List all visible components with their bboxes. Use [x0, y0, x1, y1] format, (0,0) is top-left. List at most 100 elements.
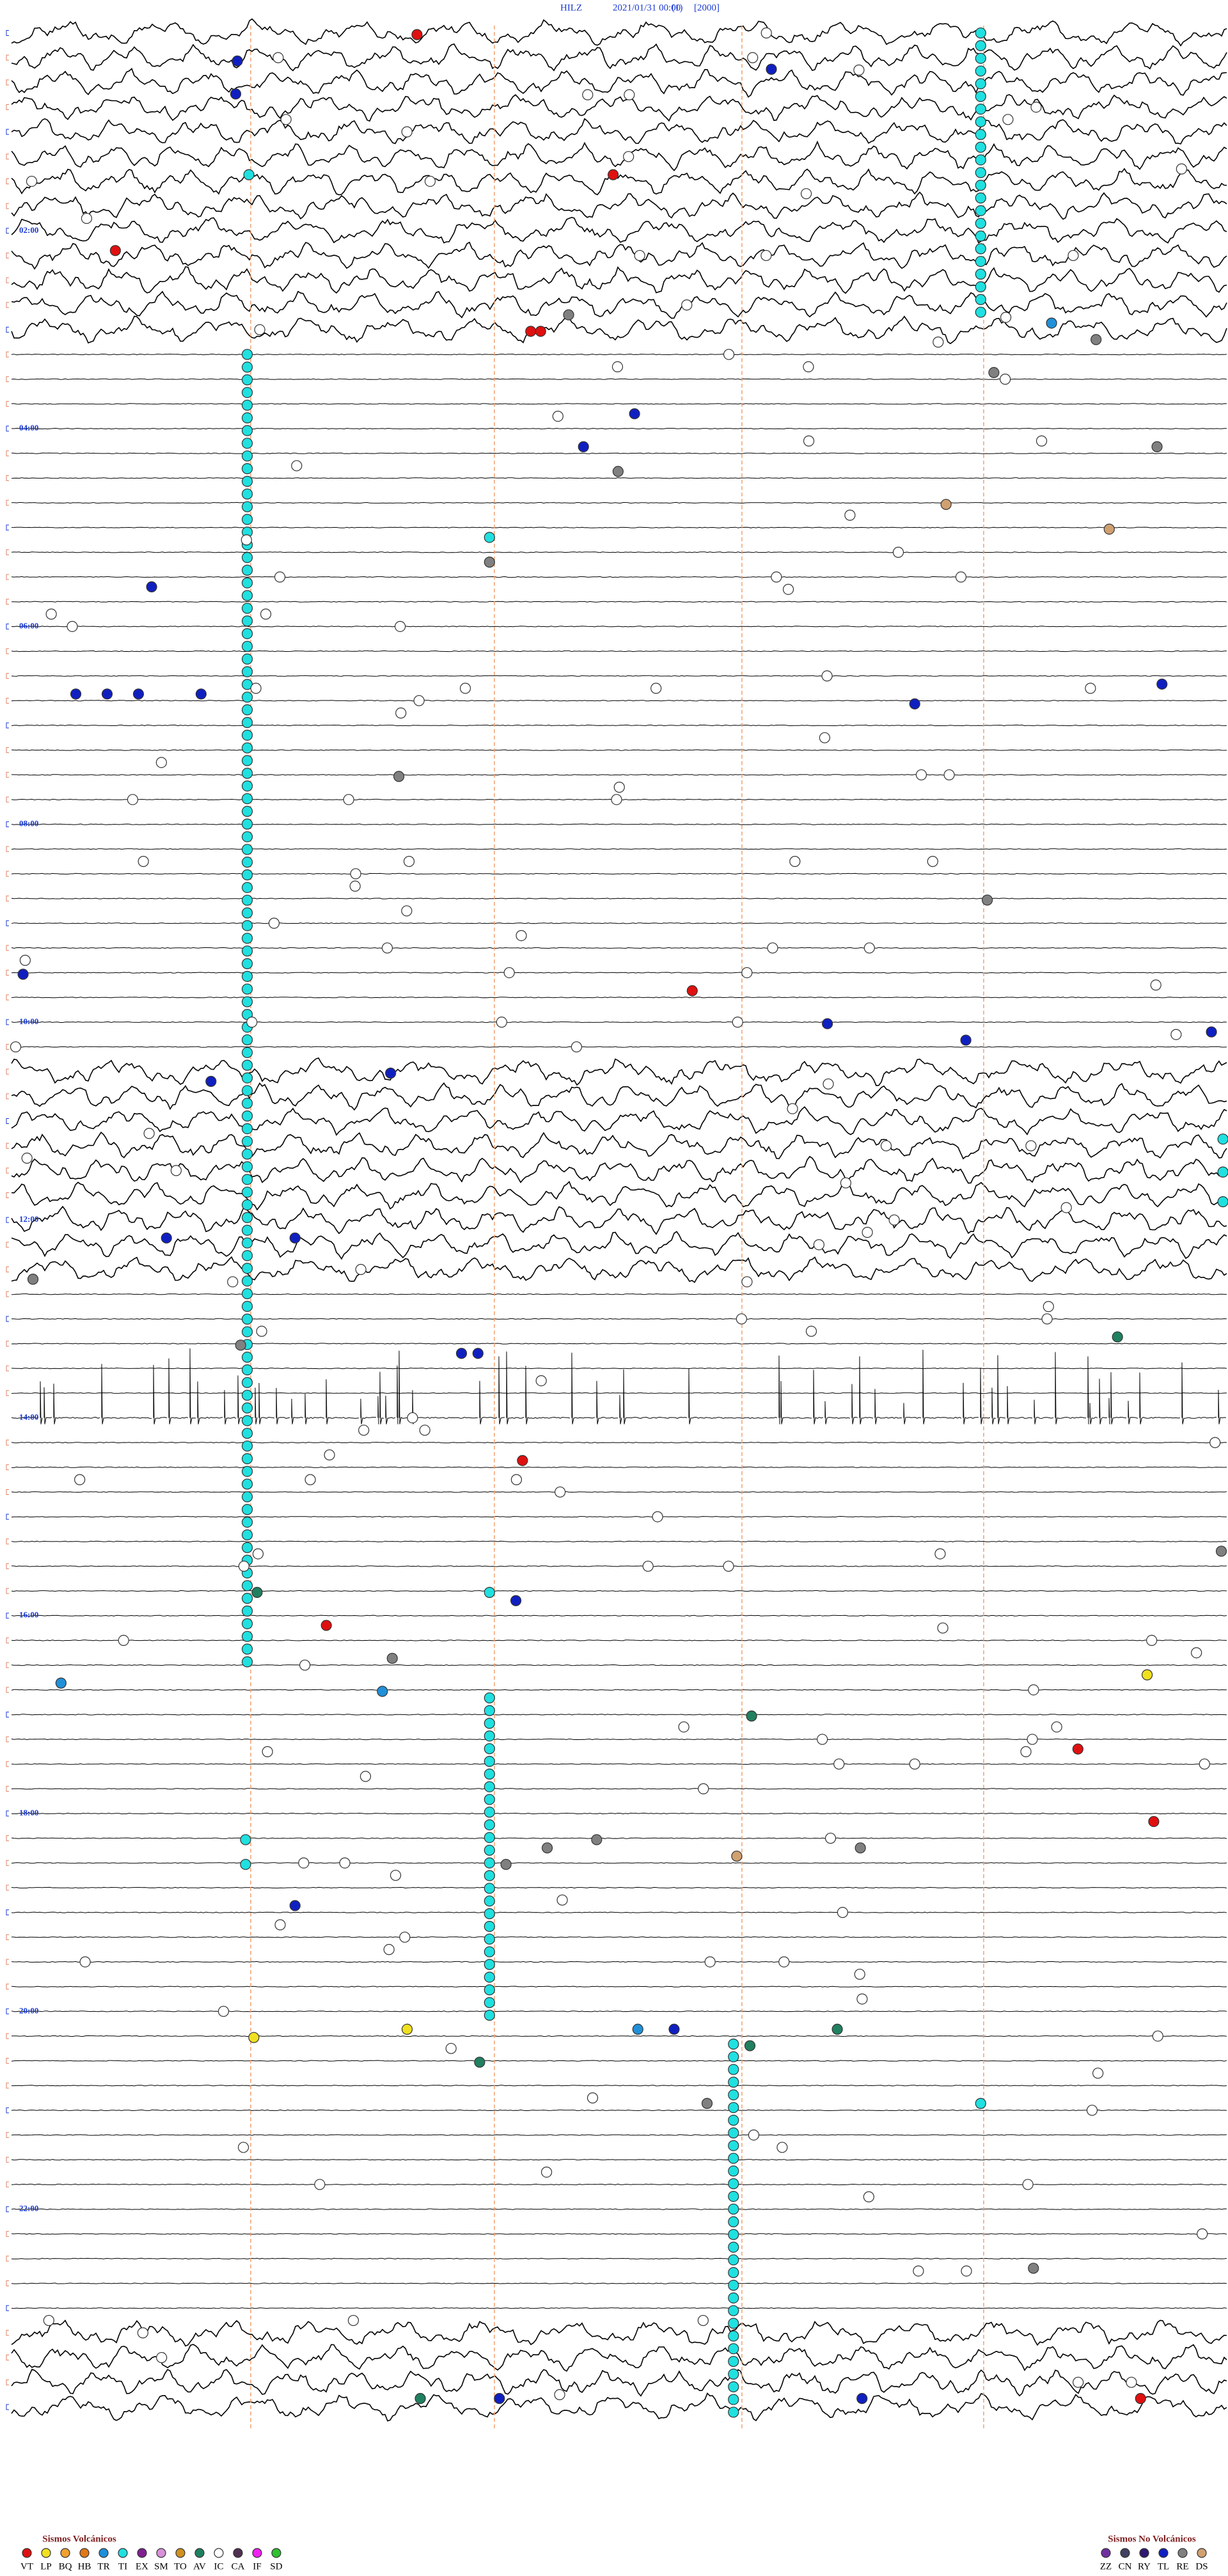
event-ic	[1152, 2030, 1163, 2042]
event-ti	[484, 1781, 495, 1792]
event-ic	[613, 782, 625, 793]
event-ic	[240, 534, 252, 546]
tick-bracket	[6, 1959, 9, 1965]
legend-code: EX	[136, 2561, 148, 2572]
event-ic	[1060, 1202, 1072, 1213]
event-ti	[240, 1858, 251, 1870]
tick-bracket	[6, 129, 9, 135]
event-ic	[748, 2130, 760, 2141]
trace	[12, 1714, 1227, 1716]
trace	[11, 1057, 1227, 1086]
event-ti	[484, 1831, 495, 1844]
event-ti	[241, 805, 253, 817]
event-ti	[728, 2406, 739, 2418]
legend-swatch	[22, 2548, 32, 2558]
event-ti	[1217, 1196, 1228, 1208]
trace	[11, 1205, 1227, 1235]
event-ti	[241, 1466, 253, 1477]
legend-code: VT	[20, 2561, 33, 2572]
event-ti	[241, 691, 253, 703]
event-tl	[146, 581, 157, 593]
event-ti	[241, 463, 253, 475]
event-ic	[892, 546, 904, 558]
hour-label: 08:00	[19, 819, 38, 828]
event-ti	[484, 1755, 495, 1767]
event-ti	[241, 933, 253, 944]
event-ti	[728, 2089, 739, 2101]
event-ic	[268, 917, 280, 929]
event-ti	[728, 2165, 739, 2177]
event-ti	[728, 2203, 739, 2215]
tick-bracket	[6, 871, 9, 877]
event-ti	[241, 983, 253, 995]
tick-bracket	[6, 1267, 9, 1272]
event-av	[746, 1711, 757, 1722]
event-ic	[143, 1128, 155, 1139]
event-ti	[241, 1377, 253, 1388]
event-ic	[760, 27, 772, 39]
trace	[11, 526, 1227, 528]
legend-code: RE	[1176, 2561, 1188, 2572]
legend-swatch	[1197, 2548, 1207, 2558]
event-ti	[728, 2140, 739, 2151]
event-ti	[728, 2051, 739, 2062]
tick-bracket	[6, 2206, 9, 2213]
tick-bracket	[6, 1118, 9, 1125]
event-ti	[728, 2254, 739, 2266]
event-ti	[484, 1920, 495, 1932]
tick-bracket	[6, 697, 9, 704]
legend-code: ZZ	[1100, 2561, 1112, 2572]
event-ic	[419, 1425, 430, 1436]
event-ti	[975, 167, 986, 178]
event-re	[1090, 334, 1102, 345]
event-ic	[1025, 1140, 1037, 1151]
tick-bracket	[6, 351, 9, 358]
event-ic	[250, 683, 262, 694]
event-ic	[582, 89, 594, 100]
event-ti	[241, 996, 253, 1007]
tick-bracket	[6, 1885, 9, 1891]
trace	[11, 1155, 1227, 1184]
tick-bracket	[6, 994, 9, 1000]
event-ti	[241, 1085, 253, 1096]
tick-bracket	[6, 1316, 9, 1322]
tick-bracket	[6, 2107, 9, 2114]
trace	[11, 551, 1227, 553]
event-ic	[650, 683, 662, 694]
trace	[11, 2392, 1227, 2422]
event-ti	[241, 1072, 253, 1084]
event-ic	[503, 967, 515, 979]
event-ti	[241, 780, 253, 792]
event-tl	[232, 55, 243, 67]
event-ic	[227, 1276, 239, 1288]
hour-label: 16:00	[19, 1610, 38, 1620]
event-ic	[45, 608, 57, 620]
tick-bracket	[6, 154, 9, 160]
tick-bracket	[6, 846, 9, 852]
event-ic	[1022, 2179, 1034, 2190]
legend-swatch	[1158, 2548, 1169, 2558]
event-ic	[844, 509, 856, 521]
event-ic	[413, 695, 425, 706]
tick-bracket	[6, 30, 9, 36]
event-ic	[298, 1857, 310, 1869]
event-ic	[10, 1041, 22, 1053]
hour-label: 12:00	[19, 1214, 38, 1224]
event-ti	[975, 91, 986, 102]
event-ic	[81, 212, 93, 225]
event-vt	[1135, 2392, 1146, 2405]
legend-swatch	[137, 2548, 147, 2558]
trace	[11, 68, 1227, 98]
event-vt	[411, 29, 423, 40]
event-tl	[766, 63, 777, 75]
trace	[11, 997, 1227, 999]
event-ti	[728, 2394, 739, 2405]
tick-bracket	[6, 2231, 9, 2237]
event-ic	[741, 1276, 753, 1288]
event-ic	[359, 1771, 372, 1782]
event-ti	[484, 1933, 495, 1945]
event-ti	[241, 349, 253, 360]
event-re	[484, 557, 495, 568]
event-ic	[817, 1734, 828, 1745]
event-ic	[862, 1226, 873, 1238]
